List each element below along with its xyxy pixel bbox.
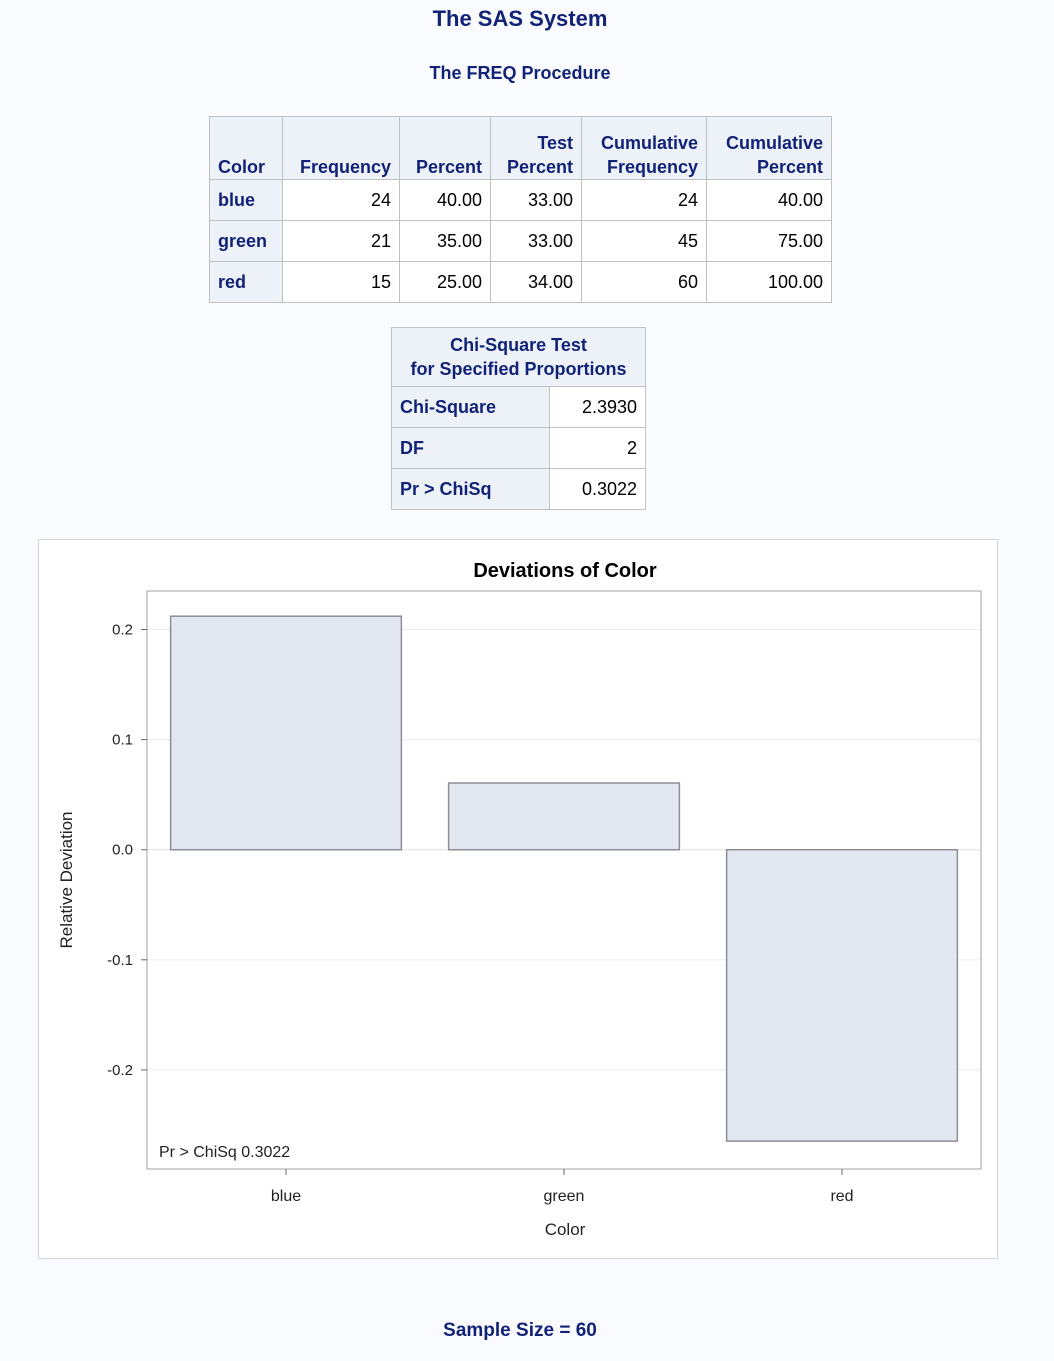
x-axis-label: Color: [545, 1220, 586, 1239]
col-header-percent: Percent: [399, 116, 491, 180]
x-tick-label: blue: [271, 1188, 301, 1205]
y-tick-label: -0.2: [107, 1062, 133, 1079]
row-header: blue: [209, 179, 283, 221]
system-title: The SAS System: [432, 6, 608, 31]
table-row: blue 24 40.00 33.00 24 40.00: [209, 179, 832, 221]
col-header-frequency: Frequency: [282, 116, 400, 180]
table-cell: 75.00: [706, 220, 832, 262]
bar-green: [447, 782, 681, 851]
y-tick-label: 0.2: [112, 622, 133, 639]
table-cell: 2.3930: [549, 386, 646, 428]
row-header: DF: [391, 427, 550, 469]
table-row: Pr > ChiSq 0.3022: [391, 468, 646, 510]
table-cell: 34.00: [490, 261, 582, 303]
table-cell: 40.00: [706, 179, 832, 221]
x-tick-label: red: [830, 1188, 853, 1205]
chart-title: Deviations of Color: [473, 560, 657, 582]
col-header-cumulative-frequency: Cumulative Frequency: [581, 116, 707, 180]
y-tick-label: -0.1: [107, 952, 133, 969]
table-cell: 33.00: [490, 179, 582, 221]
y-axis-label: Relative Deviation: [57, 811, 76, 948]
row-header: Chi-Square: [391, 386, 550, 428]
sample-size-footnote: Sample Size = 60: [443, 1320, 597, 1341]
row-header: red: [209, 261, 283, 303]
deviation-chart: Deviations of Color -0.2 -0.1 0.0 0.1 0.2 bl…: [57, 560, 982, 1239]
frequency-table-header-row: Color Frequency Percent Test Percent Cumu…: [209, 116, 832, 180]
col-header-cumulative-percent: Cumulative Percent: [706, 116, 832, 180]
chi-square-table: Chi-Square Test for Specified Proportions…: [391, 327, 646, 510]
table-row: red 15 25.00 34.00 60 100.00: [209, 261, 832, 303]
table-cell: 24: [282, 179, 400, 221]
col-header-color: Color: [209, 116, 283, 180]
table-row: green 21 35.00 33.00 45 75.00: [209, 220, 832, 262]
bar-red: [725, 848, 959, 1142]
chart-annotation: Pr > ChiSq 0.3022: [159, 1144, 290, 1161]
table-cell: 15: [282, 261, 400, 303]
y-tick-label: 0.0: [112, 842, 133, 859]
table-cell: 40.00: [399, 179, 491, 221]
table-cell: 2: [549, 427, 646, 469]
table-cell: 60: [581, 261, 707, 303]
row-header: green: [209, 220, 283, 262]
table-cell: 0.3022: [549, 468, 646, 510]
table-cell: 24: [581, 179, 707, 221]
deviation-plot: Deviations of Color -0.2 -0.1 0.0 0.1 0.2 bl…: [38, 539, 998, 1259]
table-cell: 33.00: [490, 220, 582, 262]
y-tick-label: 0.1: [112, 732, 133, 749]
table-row: DF 2: [391, 427, 646, 469]
bar-blue: [169, 615, 403, 851]
frequency-table: Color Frequency Percent Test Percent Cumu…: [209, 116, 832, 303]
table-cell: 21: [282, 220, 400, 262]
procedure-title: The FREQ Procedure: [429, 63, 611, 83]
table-row: Chi-Square 2.3930: [391, 386, 646, 428]
table-cell: 100.00: [706, 261, 832, 303]
col-header-test-percent: Test Percent: [490, 116, 582, 180]
chi-square-header-row: Chi-Square Test for Specified Proportions: [391, 327, 646, 387]
chi-square-table-title: Chi-Square Test for Specified Proportions: [391, 327, 646, 387]
x-tick-label: green: [544, 1188, 585, 1205]
table-cell: 25.00: [399, 261, 491, 303]
row-header: Pr > ChiSq: [391, 468, 550, 510]
table-cell: 35.00: [399, 220, 491, 262]
table-cell: 45: [581, 220, 707, 262]
